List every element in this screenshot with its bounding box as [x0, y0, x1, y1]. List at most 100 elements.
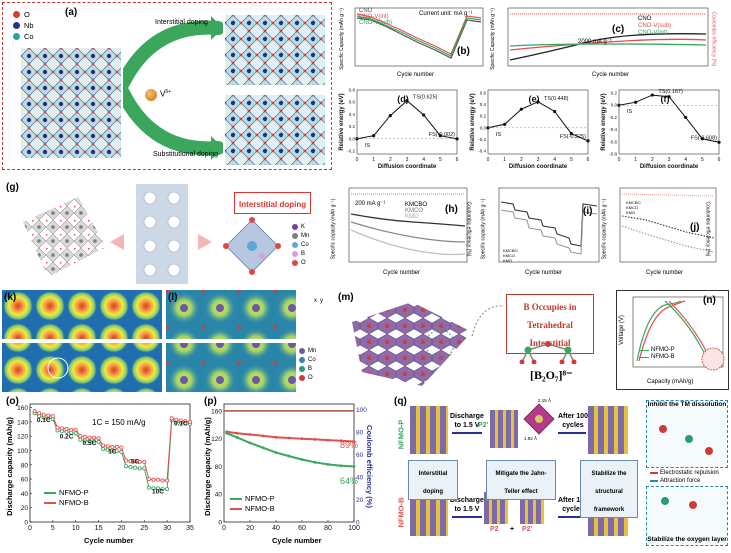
- y-tick-label: 40: [215, 492, 223, 499]
- y-tick-label: -0.4: [609, 127, 617, 132]
- data-point: [79, 438, 82, 441]
- y-axis-label: Relative energy (eV): [601, 93, 607, 150]
- data-point: [262, 446, 265, 449]
- data-point: [147, 486, 150, 489]
- data-point: [134, 466, 137, 469]
- is-label: IS: [496, 132, 502, 138]
- data-point: [147, 477, 150, 480]
- data-point: [124, 459, 127, 462]
- legend-entry: NFMO-P: [44, 488, 89, 498]
- arrow-right-icon: [452, 516, 482, 518]
- panel-k-maps: [2, 290, 162, 392]
- panel-g-title: Interstitial doping: [234, 192, 311, 214]
- y-tick-label: -0.2: [609, 115, 617, 120]
- data-point: [422, 113, 425, 116]
- panel-p-ylabel: Discharge capacity (mAh/g): [203, 417, 212, 516]
- panel-h-note: 200 mA g⁻¹: [355, 200, 386, 207]
- y-tick-label: -0.2: [347, 148, 355, 153]
- data-point: [301, 458, 304, 461]
- panel-i-chart: [485, 182, 603, 282]
- legend-entry: NFMO-P: [230, 494, 275, 504]
- panel-p: 0 20 40 60 80 100 0 40 80 120 160 0 20 40 60 80 100 (p) …: [200, 396, 390, 548]
- y-tick-label: 120: [211, 436, 222, 443]
- b2o7-formula: [B₂O₇]⁸⁻: [530, 368, 572, 383]
- x-axis-label: Diffusion coordinate: [509, 164, 568, 170]
- panel-c-legend: CNO CNO-V(sub) CNO-V(int): [638, 16, 671, 37]
- data-point: [161, 479, 164, 482]
- data-point: [225, 432, 228, 435]
- energy-profiles: 0 1 2 3 4 5 6 -0.2 0.0 0.2 0.4 0.6 0.8 TS(0.625) IS FS(…: [335, 84, 729, 176]
- x-tick-label: 5: [51, 525, 55, 532]
- legend-entry: KMO: [405, 214, 427, 220]
- y-tick-label: 0.2: [480, 114, 487, 119]
- x-tick-label: 4: [553, 157, 556, 163]
- panel-label: (d): [397, 94, 409, 104]
- data-point: [83, 435, 86, 438]
- repulsion-arrow-icon: [650, 472, 658, 474]
- x-tick-label: 80: [324, 525, 332, 532]
- panel-h-ylabel: Specific capacity (mAh g⁻¹): [330, 199, 336, 260]
- panel-h: (h) 200 mA g⁻¹ KMCBO KMCO KMO Cycle numb…: [333, 182, 481, 282]
- legend-entry: CNO-V(int): [638, 30, 671, 37]
- data-point: [102, 444, 105, 447]
- tetrahedral-site: [222, 216, 282, 276]
- y2-tick-label: 80: [356, 430, 364, 437]
- y-tick-label: 160: [17, 405, 28, 412]
- legend-mn: Mn: [299, 346, 316, 355]
- data-point: [372, 134, 375, 137]
- panel-o-legend: NFMO-P NFMO-B: [44, 488, 89, 508]
- x-tick-label: 30: [163, 525, 171, 532]
- legend-entry: KMO: [626, 210, 641, 215]
- x-tick-label: 1: [372, 157, 375, 163]
- y-tick-label: 0: [24, 520, 28, 527]
- data-point: [455, 137, 458, 140]
- element-legend: O Nb Co: [13, 9, 34, 42]
- axis-x-label: x: [314, 298, 317, 304]
- y2-tick-label: 60: [356, 452, 364, 459]
- caption-framework: Stabilize the structural framework: [580, 460, 638, 518]
- phase-plus: +: [510, 526, 514, 533]
- energy-profile-1: 0 1 2 3 4 5 6-0.4-0.20.00.20.40.6TS(0.448)IS FS…: [470, 90, 590, 170]
- energy-profile-2: 0 1 2 3 4 5 6-0.8-0.6-0.4-0.20.00.2 TS(0.167)IS…: [601, 89, 721, 170]
- rate-label: 0.1C: [37, 417, 51, 424]
- ions-illustration: [655, 491, 719, 521]
- panel-q: (q) NFMO-P NFMO-B 2.15 Å 1.92 Å Discharg…: [392, 396, 729, 548]
- ions-illustration: [655, 421, 719, 461]
- x-tick-label: 0: [356, 157, 359, 163]
- panel-j-label: (j): [690, 222, 699, 233]
- y-tick-label: 160: [211, 408, 222, 415]
- panel-o-note: 1C = 150 mA/g: [92, 418, 146, 427]
- y-axis-label: Relative energy (eV): [470, 93, 476, 150]
- x-tick-label: 2: [651, 157, 654, 163]
- data-point: [129, 465, 132, 468]
- y-tick-label: 0.8: [349, 88, 356, 93]
- structure-p-discharged: [490, 410, 518, 448]
- data-point: [586, 139, 589, 142]
- data-point: [88, 436, 91, 439]
- panel-p-legend: NFMO-P NFMO-B: [230, 494, 275, 514]
- substitutional-doping-label: Substitutional doping: [153, 151, 218, 158]
- y-tick-label: 0.0: [611, 103, 618, 108]
- data-point: [301, 437, 304, 440]
- panel-a: (a) O Nb Co Interstitial doping Substitu…: [2, 2, 332, 170]
- legend-entry: NFMO-B: [44, 498, 89, 508]
- panel-i-xlabel: Cycle number: [525, 270, 562, 276]
- crystal-structure-interstitial: [225, 15, 325, 85]
- y-tick-label: -0.6: [609, 139, 617, 144]
- y-tick-label: 0.4: [480, 102, 487, 107]
- data-point: [156, 478, 159, 481]
- x-tick-label: 3: [406, 157, 409, 163]
- x-tick-label: 20: [118, 525, 126, 532]
- is-label: IS: [627, 109, 633, 115]
- x-tick-label: 60: [298, 525, 306, 532]
- data-point: [236, 432, 239, 435]
- data-point: [152, 478, 155, 481]
- data-point: [74, 432, 77, 435]
- energy-profile-0: 0 1 2 3 4 5 6-0.20.00.20.40.60.8TS(0.625)ISFS(…: [339, 88, 459, 171]
- panel-b-note: Current unit: mA g⁻¹: [419, 10, 473, 17]
- data-point: [92, 436, 95, 439]
- rate-label: 10C: [152, 488, 164, 495]
- caption-interstitial: Interstitial doping: [408, 460, 458, 500]
- box-oxygen-layer: Stabilize the oxygen layer: [646, 486, 728, 546]
- data-point: [120, 446, 123, 449]
